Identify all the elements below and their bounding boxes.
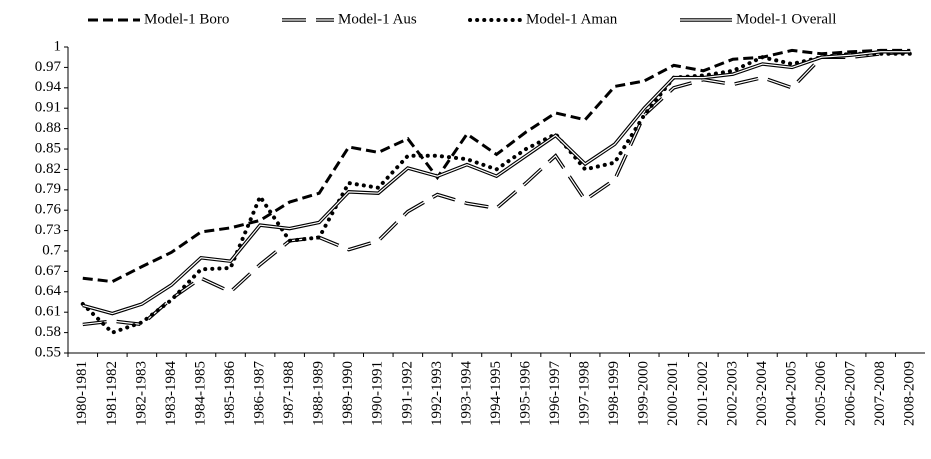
y-tick-label: 0.67 [35,263,62,279]
series-line-inner [82,51,911,315]
x-tick-label: 2003-2004 [754,361,770,426]
y-tick-label: 0.85 [35,140,61,156]
x-tick-label: 2004-2005 [783,361,799,426]
x-tick-label: 1991-1992 [399,361,415,426]
x-tick-label: 1987-1988 [281,361,297,426]
series-line [82,48,911,284]
x-tick-label: 2005-2006 [813,361,829,426]
x-tick-label: 1997-1998 [577,361,593,426]
series-line [80,51,913,335]
x-tick-label: 1984-1985 [192,361,208,426]
x-tick-label: 1995-1996 [517,361,533,426]
x-tick-label: 2000-2001 [665,361,681,426]
y-tick-label: 0.73 [35,222,61,238]
y-tick-label: 1 [54,38,62,54]
x-tick-label: 2002-2003 [724,361,740,426]
y-tick-label: 0.61 [35,304,61,320]
x-tick-label: 1988-1989 [311,361,327,426]
y-tick-label: 0.58 [35,324,61,340]
legend-label: Model-1 Overall [736,11,836,27]
legend-label: Model-1 Boro [144,11,229,27]
y-tick-label: 0.97 [35,59,62,75]
x-tick-label: 1983-1984 [163,361,179,426]
x-tick-label: 2008-2009 [902,361,918,426]
x-tick-label: 1996-1997 [547,361,563,426]
x-tick-label: 1992-1993 [429,361,445,426]
x-tick-label: 1993-1994 [458,361,474,426]
series-line [82,50,911,327]
x-tick-label: 2006-2007 [843,361,859,426]
y-tick-label: 0.94 [35,79,62,95]
y-tick-label: 0.79 [35,181,61,197]
x-tick-label: 1990-1991 [370,361,386,426]
y-tick-label: 0.82 [35,161,61,177]
x-tick-label: 1989-1990 [340,361,356,426]
series-line-inner [82,51,911,326]
x-tick-label: 1981-1982 [104,361,120,426]
legend-label: Model-1 Aus [338,11,417,27]
x-tick-label: 1980-1981 [74,361,90,426]
x-tick-label: 1986-1987 [252,361,268,426]
y-tick-label: 0.55 [35,344,61,360]
series-line [82,50,911,316]
x-tick-label: 2007-2008 [872,361,888,426]
y-tick-label: 0.76 [35,202,62,218]
y-tick-label: 0.88 [35,120,61,136]
x-tick-label: 1998-1999 [606,361,622,426]
legend-label: Model-1 Aman [526,11,618,27]
x-tick-label: 1985-1986 [222,361,238,426]
y-tick-label: 0.64 [35,283,62,299]
x-tick-label: 1994-1995 [488,361,504,426]
y-tick-label: 0.91 [35,100,61,116]
y-tick-label: 0.7 [42,242,61,258]
x-tick-label: 1999-2000 [636,361,652,426]
x-tick-label: 1982-1983 [133,361,149,426]
x-tick-label: 2001-2002 [695,361,711,426]
